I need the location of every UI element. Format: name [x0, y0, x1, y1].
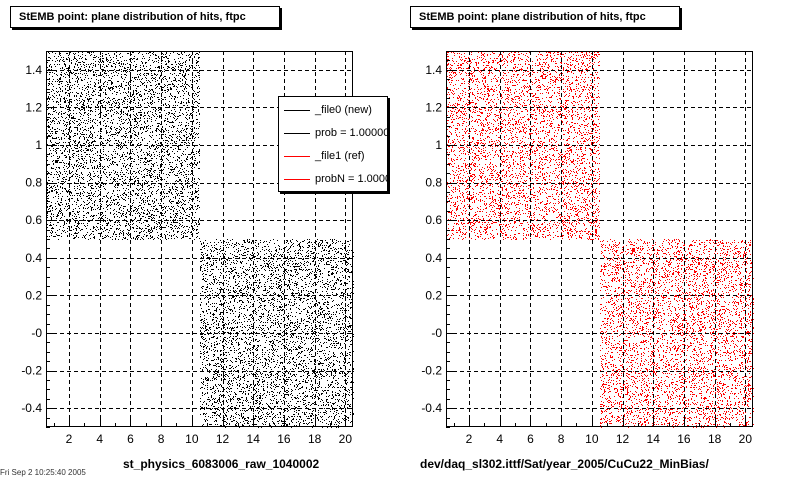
y-tick-label: 1.4 — [25, 63, 42, 77]
grid — [446, 51, 753, 427]
x-tick-label: 18 — [708, 432, 722, 446]
x-axis: 2 4 6 8 10 12 14 16 18 20 — [454, 419, 753, 446]
y-tick-label: 1.2 — [25, 100, 42, 114]
right-chart-panel: StEMB point: plane distribution of hits,… — [400, 0, 800, 480]
x-tick-label: 18 — [308, 432, 322, 446]
x-tick-label: 20 — [339, 432, 353, 446]
legend-swatch — [284, 179, 310, 180]
y-tick-label: -0.4 — [21, 401, 42, 415]
y-tick-label: 0.6 — [425, 213, 442, 227]
y-tick-label: -0.2 — [21, 364, 42, 378]
y-tick-label: 0.8 — [425, 176, 442, 190]
y-axis: -0.4 -0.2 -0 0.2 0.4 0.6 0.8 1 1.2 1.4 — [21, 51, 54, 428]
scatter-plot-new: 2 4 6 8 10 12 14 16 18 20 -0.4 -0.2 -0 0.2 0.4 0.6 0.8 1 1… — [21, 51, 354, 446]
y-tick-label: 0.4 — [25, 251, 42, 265]
x-axis-label: dev/daq_sl302.ittf/Sat/year_2005/CuCu22_… — [420, 457, 709, 471]
x-tick-label: 4 — [496, 432, 503, 446]
x-tick-label: 14 — [647, 432, 661, 446]
y-tick-label: -0 — [431, 326, 442, 340]
y-tick-label: 0.4 — [425, 251, 442, 265]
x-tick-label: 12 — [616, 432, 630, 446]
x-tick-label: 6 — [127, 432, 134, 446]
y-tick-label: 1 — [35, 138, 42, 152]
y-tick-label: 1.2 — [425, 100, 442, 114]
left-chart-panel: StEMB point: plane distribution of hits,… — [10, 6, 388, 471]
scatter-plot-ref: 2 4 6 8 10 12 14 16 18 20 -0.4 -0.2 -0 0.2 0.4 0.6 0.8 1 1… — [421, 51, 754, 446]
x-tick-label: 16 — [677, 432, 691, 446]
scatter-points — [46, 51, 354, 428]
y-tick-label: -0.4 — [421, 401, 442, 415]
y-tick-label: 0.2 — [425, 288, 442, 302]
y-tick-label: 0.8 — [25, 176, 42, 190]
x-tick-label: 2 — [466, 432, 473, 446]
chart-title: StEMB point: plane distribution of hits,… — [10, 6, 280, 28]
x-tick-label: 4 — [96, 432, 103, 446]
x-tick-label: 10 — [585, 432, 599, 446]
x-tick-label: 12 — [216, 432, 230, 446]
x-tick-label: 6 — [527, 432, 534, 446]
legend-entry: probN = 1.000000 — [279, 170, 387, 188]
x-tick-label: 20 — [739, 432, 753, 446]
chart-title: StEMB point: plane distribution of hits,… — [410, 6, 680, 28]
scatter-region-0 — [46, 51, 200, 240]
plot-area — [446, 51, 753, 427]
x-tick-label: 2 — [66, 432, 73, 446]
y-tick-label: 0.6 — [25, 213, 42, 227]
y-tick-label: -0 — [31, 326, 42, 340]
x-tick-label: 8 — [558, 432, 565, 446]
legend-label: prob = 1.000000 — [315, 127, 388, 139]
legend-label: _file0 (new) — [315, 104, 372, 116]
legend-swatch — [284, 156, 310, 157]
scatter-region-1 — [200, 239, 354, 428]
x-tick-label: 10 — [185, 432, 199, 446]
x-axis: 2 4 6 8 10 12 14 16 18 20 — [54, 419, 353, 446]
y-tick-label: 1 — [435, 138, 442, 152]
x-tick-label: 14 — [247, 432, 261, 446]
y-tick-label: 0.2 — [25, 288, 42, 302]
legend-entry: _file0 (new) — [279, 101, 387, 119]
legend: _file0 (new) prob = 1.000000 _file1 (ref… — [278, 96, 388, 192]
x-tick-label: 16 — [277, 432, 291, 446]
y-tick-label: -0.2 — [421, 364, 442, 378]
x-tick-label: 8 — [158, 432, 165, 446]
legend-label: probN = 1.000000 — [315, 173, 387, 185]
legend-entry: prob = 1.000000 — [279, 124, 388, 142]
x-axis-label: st_physics_6083006_raw_1040002 — [123, 457, 320, 471]
timestamp-footnote: Fri Sep 2 10:25:40 2005 — [0, 468, 86, 477]
legend-entry: _file1 (ref) — [279, 147, 387, 165]
y-tick-label: 1.4 — [425, 63, 442, 77]
legend-label: _file1 (ref) — [315, 150, 365, 162]
y-axis: -0.4 -0.2 -0 0.2 0.4 0.6 0.8 1 1.2 1.4 — [421, 51, 454, 428]
legend-swatch — [284, 133, 310, 134]
legend-swatch — [284, 110, 310, 111]
